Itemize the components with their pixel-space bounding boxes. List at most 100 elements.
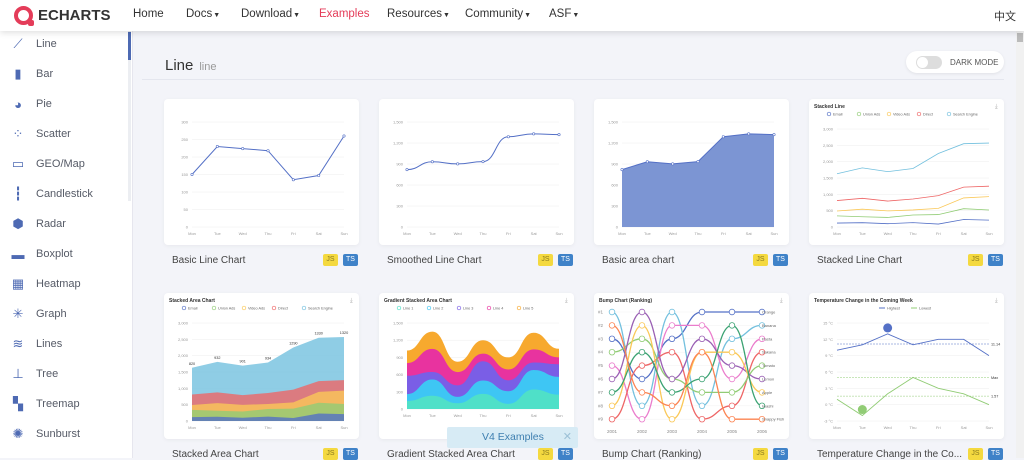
chart-thumbnail[interactable]: Stacked Line ⤓ 0 500 1,000 1,500 2,000 2,500 3,0… xyxy=(809,99,1004,245)
legend-marker[interactable] xyxy=(886,111,892,117)
js-badge[interactable]: JS xyxy=(968,448,983,460)
sidebar-item-graph[interactable]: ✳ Graph xyxy=(10,304,67,324)
example-card[interactable]: Gradient Stacked Area Chart ⤓ 0 300 600 900 1,… xyxy=(379,293,574,460)
legend-marker[interactable] xyxy=(826,111,832,117)
ts-badge[interactable]: TS xyxy=(343,254,358,266)
legend-marker[interactable] xyxy=(516,305,522,311)
axis-label: Wed xyxy=(669,231,677,236)
chart-thumbnail[interactable]: Bump Chart (Ranking) ⤓ #1 #2 #3 #4 #5 #6 #7 #8 #9 2… xyxy=(594,293,789,439)
example-card[interactable]: Temperature Change in the Coming Week ⤓ -3… xyxy=(809,293,1004,460)
page-scrollbar[interactable] xyxy=(1016,31,1024,458)
legend-marker[interactable] xyxy=(426,305,432,311)
card-title[interactable]: Smoothed Line Chart xyxy=(387,255,482,266)
ts-badge[interactable]: TS xyxy=(773,448,788,460)
nav-community[interactable]: Community▼ xyxy=(465,8,531,20)
sidebar-item-label: Heatmap xyxy=(36,278,81,290)
sidebar-item-heatmap[interactable]: ▦ Heatmap xyxy=(10,274,81,294)
card-title[interactable]: Stacked Area Chart xyxy=(172,449,259,460)
language-switch[interactable]: 中文 xyxy=(994,11,1016,23)
chart-thumbnail[interactable]: 0 300 600 900 1,200 1,500 Mon Tue Wed Thu Fri Sat Su… xyxy=(594,99,789,245)
example-card[interactable]: Stacked Line ⤓ 0 500 1,000 1,500 2,000 2,500 3,0… xyxy=(809,99,1004,266)
legend-marker[interactable] xyxy=(181,305,187,311)
js-badge[interactable]: JS xyxy=(968,254,983,266)
sidebar-item-scatter[interactable]: ⁘ Scatter xyxy=(10,124,71,144)
js-badge[interactable]: JS xyxy=(753,254,768,266)
card-title[interactable]: Gradient Stacked Area Chart xyxy=(387,449,515,460)
nav-docs[interactable]: Docs▼ xyxy=(186,8,220,20)
chart-thumbnail[interactable]: 0 300 600 900 1,200 1,500 Mon Tue Wed Thu Fri Sat Su… xyxy=(379,99,574,245)
data-point xyxy=(405,168,409,172)
legend-marker[interactable] xyxy=(271,305,277,311)
card-title[interactable]: Basic area chart xyxy=(602,255,675,266)
toggle-switch-icon[interactable] xyxy=(916,55,942,69)
example-card[interactable]: Bump Chart (Ranking) ⤓ #1 #2 #3 #4 #5 #6 #7 #8 #9 2… xyxy=(594,293,789,460)
card-title[interactable]: Stacked Line Chart xyxy=(817,255,903,266)
sidebar-item-treemap[interactable]: ▚ Treemap xyxy=(10,394,80,414)
nav-download[interactable]: Download▼ xyxy=(241,8,300,20)
v4-examples-link[interactable]: V4 Examples xyxy=(482,431,544,443)
card-title[interactable]: Temperature Change in the Co... xyxy=(817,449,963,460)
example-card[interactable]: Stacked Area Chart ⤓ 0 500 1,000 1,500 2,000 2,… xyxy=(164,293,359,460)
legend-marker[interactable] xyxy=(946,111,952,117)
example-card[interactable]: 0 50 100 150 200 250 300 Mon Tue Wed Thu Fri Sat Sun … xyxy=(164,99,359,266)
download-icon[interactable]: ⤓ xyxy=(995,103,998,110)
nav-home[interactable]: Home xyxy=(133,8,164,20)
dark-mode-toggle[interactable]: DARK MODE xyxy=(906,51,1004,73)
chart-thumbnail[interactable]: Temperature Change in the Coming Week ⤓ -3… xyxy=(809,293,1004,439)
sidebar-scrollbar-thumb[interactable] xyxy=(128,32,131,60)
sidebar-item-bar[interactable]: ▮ Bar xyxy=(10,64,53,84)
download-icon[interactable]: ⤓ xyxy=(780,297,783,304)
data-point xyxy=(608,335,616,342)
echarts-logo[interactable]: ECHARTS xyxy=(14,6,111,26)
legend-marker[interactable] xyxy=(456,305,462,311)
download-icon[interactable]: ⤓ xyxy=(565,297,568,304)
page-scrollbar-thumb[interactable] xyxy=(1017,33,1023,42)
legend-label: Search Engine xyxy=(308,307,333,311)
js-badge[interactable]: JS xyxy=(323,254,338,266)
legend-marker[interactable] xyxy=(211,305,217,311)
v4-examples-toast[interactable]: V4 Examples ✕ xyxy=(447,427,578,448)
sidebar-item-geomap[interactable]: ▭ GEO/Map xyxy=(10,154,85,174)
js-badge[interactable]: JS xyxy=(753,448,768,460)
ts-badge[interactable]: TS xyxy=(988,448,1003,460)
download-icon[interactable]: ⤓ xyxy=(995,297,998,304)
chart-thumbnail[interactable]: Stacked Area Chart ⤓ 0 500 1,000 1,500 2,000 2,… xyxy=(164,293,359,439)
nav-asf[interactable]: ASF▼ xyxy=(549,8,579,20)
example-card[interactable]: 0 300 600 900 1,200 1,500 Mon Tue Wed Thu Fri Sat Su… xyxy=(379,99,574,266)
legend-label: Line 1 xyxy=(403,307,413,311)
legend-marker[interactable] xyxy=(396,305,402,311)
js-badge[interactable]: JS xyxy=(538,254,553,266)
legend-marker[interactable] xyxy=(486,305,492,311)
chart-thumbnail[interactable]: Gradient Stacked Area Chart ⤓ 0 300 600 900 1,… xyxy=(379,293,574,439)
ts-badge[interactable]: TS xyxy=(558,254,573,266)
legend-marker[interactable] xyxy=(856,111,862,117)
sidebar-item-boxplot[interactable]: ▬ Boxplot xyxy=(10,244,73,264)
sidebar-item-tree[interactable]: ⊥ Tree xyxy=(10,364,58,384)
legend-marker[interactable] xyxy=(301,305,307,311)
chart-thumbnail[interactable]: 0 50 100 150 200 250 300 Mon Tue Wed Thu Fri Sat Sun xyxy=(164,99,359,245)
ts-badge[interactable]: TS xyxy=(988,254,1003,266)
ts-badge[interactable]: TS xyxy=(773,254,788,266)
series-line xyxy=(611,311,762,380)
js-badge[interactable]: JS xyxy=(323,448,338,460)
sidebar-item-candlestick[interactable]: ┇ Candlestick xyxy=(10,184,93,204)
legend-marker[interactable] xyxy=(916,111,922,117)
sidebar-item-line[interactable]: ⟋ Line xyxy=(10,34,56,54)
legend-marker[interactable] xyxy=(241,305,247,311)
example-card[interactable]: 0 300 600 900 1,200 1,500 Mon Tue Wed Thu Fri Sat Su… xyxy=(594,99,789,266)
sidebar-item-lines[interactable]: ≋ Lines xyxy=(10,334,63,354)
sidebar-item-sunburst[interactable]: ✺ Sunburst xyxy=(10,424,80,444)
nav-resources[interactable]: Resources▼ xyxy=(387,8,450,20)
card-title[interactable]: Bump Chart (Ranking) xyxy=(602,449,702,460)
sidebar-item-radar[interactable]: ⬢ Radar xyxy=(10,214,66,234)
close-icon[interactable]: ✕ xyxy=(562,431,572,443)
sidebar-scrollbar[interactable] xyxy=(128,31,131,201)
nav-examples[interactable]: Examples xyxy=(319,8,370,20)
ts-badge[interactable]: TS xyxy=(558,448,573,460)
card-title[interactable]: Basic Line Chart xyxy=(172,255,246,266)
js-badge[interactable]: JS xyxy=(538,448,553,460)
sidebar-item-pie[interactable]: ◕ Pie xyxy=(10,94,52,114)
ts-badge[interactable]: TS xyxy=(343,448,358,460)
download-icon[interactable]: ⤓ xyxy=(350,297,353,304)
axis-label: 150 xyxy=(181,172,188,177)
